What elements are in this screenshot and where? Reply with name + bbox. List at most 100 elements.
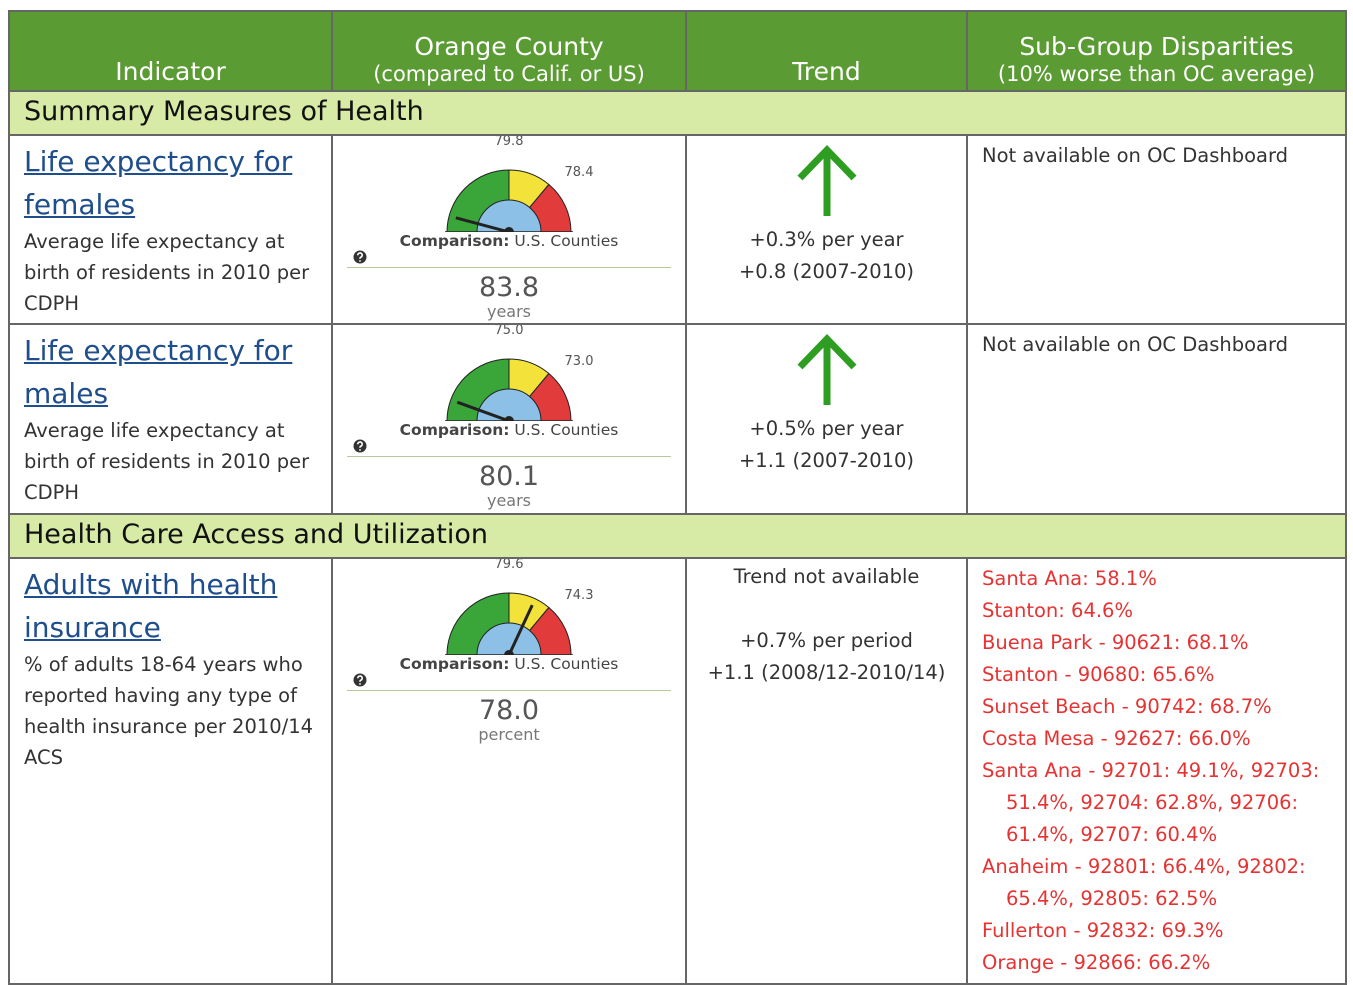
page: {"header":{"columns":[{"title":"Indicato… <box>8 10 1347 985</box>
gauge-needle <box>456 400 510 421</box>
table-body: Summary Measures of Health Life expectanc… <box>8 90 1347 985</box>
trend-arrow-shape <box>796 333 857 405</box>
disparity-cell: Santa Ana: 58.1% Stanton: 64.6% Buena Park… <box>966 557 1347 985</box>
trend-cell: +0.3% per year +0.8 (2007-2010) <box>685 134 968 325</box>
trend-line: +0.7% per period <box>740 629 913 652</box>
indicator-description: % of adults 18-64 years who reported hav… <box>24 653 314 769</box>
gauge-right-label: 73.0 <box>565 354 594 369</box>
gauge-needle <box>455 216 510 232</box>
gauge-hub <box>504 416 514 421</box>
gauge-unit: percent <box>478 725 540 744</box>
trend-cell: Trend not available +0.7% per period +1.1 … <box>685 557 968 985</box>
comparison-value: U.S. Counties <box>514 421 619 439</box>
gauge: 79.8 78.4 <box>445 136 594 232</box>
gauge-cell: 79.8 78.4 Comparison: U.S. Counties 83.8 yea… <box>331 134 687 325</box>
column-header: Orange County (compared to Calif. or US) <box>331 10 687 92</box>
gauge-top-label: 75.0 <box>495 325 524 338</box>
gauge-value: 80.1 <box>478 461 540 492</box>
gauge-value: 78.0 <box>478 695 540 726</box>
indicator-link[interactable]: Life expectancy for females <box>24 145 293 221</box>
indicator-row: Life expectancy for males Average life ex… <box>8 323 1347 515</box>
disparity: Santa Ana: 58.1% <box>982 567 1157 590</box>
disparity: Stanton - 90680: 65.6% <box>982 663 1215 686</box>
gauge-cell: 75.0 73.0 Comparison: U.S. Counties 80.1 yea… <box>331 323 687 515</box>
trend-arrow-shape <box>796 144 857 216</box>
gauge-right-label: 78.4 <box>565 165 594 180</box>
indicator-description: Average life expectancy at birth of resi… <box>24 230 310 315</box>
help-icon <box>353 439 367 453</box>
disparity: Stanton: 64.6% <box>982 599 1133 622</box>
section-row: Summary Measures of Health <box>8 90 1347 136</box>
indicator-row: Adults with health insurance % of adults … <box>8 557 1347 985</box>
trend-cell: +0.5% per year +1.1 (2007-2010) <box>685 323 968 515</box>
trend-line: +0.3% per year <box>749 228 904 251</box>
trend-arrow <box>796 333 857 405</box>
gauge-hub <box>504 650 514 655</box>
comparison-value: U.S. Counties <box>514 655 619 673</box>
comparison: Comparison: U.S. Counties <box>347 655 671 691</box>
help-icon <box>353 673 367 687</box>
help-mark <box>356 252 363 259</box>
indicator-description: Average life expectancy at birth of resi… <box>24 419 310 504</box>
indicator-cell: Life expectancy for males Average life ex… <box>8 323 333 515</box>
gauge-unit: years <box>486 491 532 510</box>
comparison-label: Comparison: <box>399 655 510 673</box>
gauge-unit: years <box>486 302 532 321</box>
disparity: Buena Park - 90621: 68.1% <box>982 631 1249 654</box>
disparity: Not available on OC Dashboard <box>982 144 1289 167</box>
table-wrap: Indicator Orange County (compared to Calif… <box>8 10 1347 985</box>
column-title: Trend <box>792 57 861 86</box>
trend-line: +0.8 (2007-2010) <box>738 260 915 283</box>
trend-line: +0.5% per year <box>749 417 904 440</box>
disparity: Sunset Beach - 90742: 68.7% <box>982 695 1272 718</box>
gauge-cell: 79.6 74.3 Comparison: U.S. Counties 78.0 per… <box>331 557 687 985</box>
column-header: Trend <box>685 10 968 92</box>
comparison: Comparison: U.S. Counties <box>347 232 671 268</box>
disparity: Anaheim - 92801: 66.4%, 92802: 65.4%, 92… <box>982 855 1306 910</box>
trend-arrow <box>796 144 857 216</box>
gauge-hub <box>504 227 514 232</box>
indicator-row: Life expectancy for females Average life … <box>8 134 1347 325</box>
indicator-table: Indicator Orange County (compared to Calif… <box>8 10 1347 985</box>
indicator-link[interactable]: Life expectancy for males <box>24 334 293 410</box>
trend-note: Trend not available <box>733 565 920 588</box>
help-dot <box>359 260 361 262</box>
indicator-link[interactable]: Adults with health insurance <box>24 568 278 644</box>
disparity-cell: Not available on OC Dashboard <box>966 323 1347 515</box>
gauge: 79.6 74.3 <box>445 559 594 655</box>
trend-line: +1.1 (2008/12-2010/14) <box>707 661 946 684</box>
help-mark <box>356 441 363 448</box>
comparison-value: U.S. Counties <box>514 232 619 250</box>
column-title: Indicator <box>115 57 226 86</box>
column-header: Indicator <box>8 10 333 92</box>
gauge-top-label: 79.8 <box>495 136 524 149</box>
gauge-right-label: 74.3 <box>565 588 594 603</box>
disparity-cell: Not available on OC Dashboard <box>966 134 1347 325</box>
trend-line: +1.1 (2007-2010) <box>738 449 915 472</box>
help-icon <box>353 250 367 264</box>
gauge: 75.0 73.0 <box>445 325 594 421</box>
disparity: Not available on OC Dashboard <box>982 333 1289 356</box>
column-subtitle: (compared to Calif. or US) <box>373 61 645 86</box>
indicator-cell: Life expectancy for females Average life … <box>8 134 333 325</box>
gauge-needle <box>507 604 534 655</box>
section-title: Summary Measures of Health <box>8 90 1347 136</box>
column-subtitle: (10% worse than OC average) <box>997 61 1316 86</box>
help-dot <box>359 449 361 451</box>
section-row: Health Care Access and Utilization <box>8 513 1347 559</box>
section-title: Health Care Access and Utilization <box>8 513 1347 559</box>
comparison: Comparison: U.S. Counties <box>347 421 671 457</box>
column-title: Orange County <box>414 31 604 61</box>
disparity: Fullerton - 92832: 69.3% <box>982 919 1224 942</box>
gauge-value: 83.8 <box>478 272 540 303</box>
disparity: Costa Mesa - 92627: 66.0% <box>982 727 1251 750</box>
column-header: Sub-Group Disparities (10% worse than OC … <box>966 10 1347 92</box>
comparison-label: Comparison: <box>399 232 510 250</box>
gauge-top-label: 79.6 <box>495 559 524 572</box>
indicator-cell: Adults with health insurance % of adults … <box>8 557 333 985</box>
help-mark <box>356 675 363 682</box>
disparity: Santa Ana - 92701: 49.1%, 92703: 51.4%, … <box>982 759 1320 846</box>
help-dot <box>359 683 361 685</box>
comparison-label: Comparison: <box>399 421 510 439</box>
header-row: Indicator Orange County (compared to Calif… <box>8 10 1347 92</box>
